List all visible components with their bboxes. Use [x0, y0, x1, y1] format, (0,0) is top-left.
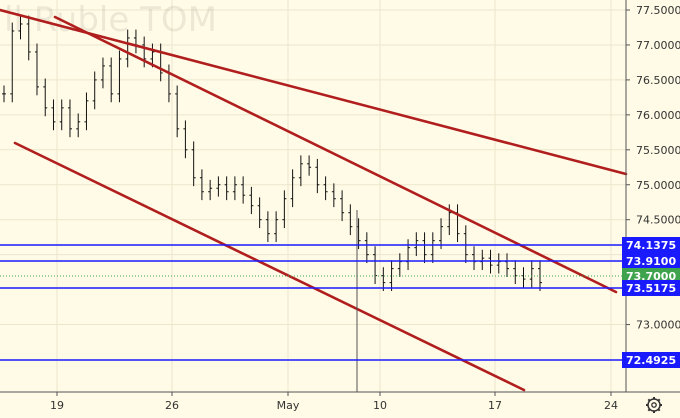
grid: [0, 0, 626, 392]
y-tick-label: 76.5000: [636, 74, 680, 87]
y-tick-label: 77.0000: [636, 39, 680, 52]
gear-icon-teeth: [646, 397, 662, 413]
x-tick-label: 24: [604, 399, 618, 412]
y-tick-label: 75.5000: [636, 144, 680, 157]
trend-line-middle-channel: [53, 15, 618, 294]
price-tag: [622, 280, 680, 296]
gear-icon-inner: [651, 402, 657, 408]
settings-gear-icon[interactable]: [646, 397, 662, 413]
price-tag-label: 73.9100: [626, 255, 676, 268]
price-tag-label: 73.7000: [626, 270, 676, 283]
x-tick-label: 17: [488, 399, 502, 412]
y-tick-label: 73.0000: [636, 319, 680, 332]
y-tick-label: 77.5000: [636, 4, 680, 17]
x-tick-label: 10: [373, 399, 387, 412]
axes: [0, 0, 680, 393]
price-tag: [622, 253, 680, 269]
price-tag-label: 74.1375: [626, 239, 676, 252]
x-tick-label: 26: [165, 399, 179, 412]
trend-line-lower-channel: [13, 141, 526, 392]
trend-lines: [0, 8, 628, 392]
y-tick-label: 76.0000: [636, 109, 680, 122]
price-levels: [0, 244, 626, 361]
price-tag-label: 73.5175: [626, 282, 676, 295]
price-tag: [622, 352, 680, 368]
y-tick-label: 74.5000: [636, 214, 680, 227]
x-tick-label: May: [277, 399, 300, 412]
x-tick-labels: 19 26 May 10 17 24: [50, 392, 618, 412]
price-tag: [622, 237, 680, 253]
price-tag-label: 72.4925: [626, 354, 676, 367]
x-tick-label: 19: [50, 399, 64, 412]
trend-line-upper-channel: [0, 8, 628, 176]
y-tick-label: 75.0000: [636, 179, 680, 192]
price-candles: [2, 15, 542, 291]
